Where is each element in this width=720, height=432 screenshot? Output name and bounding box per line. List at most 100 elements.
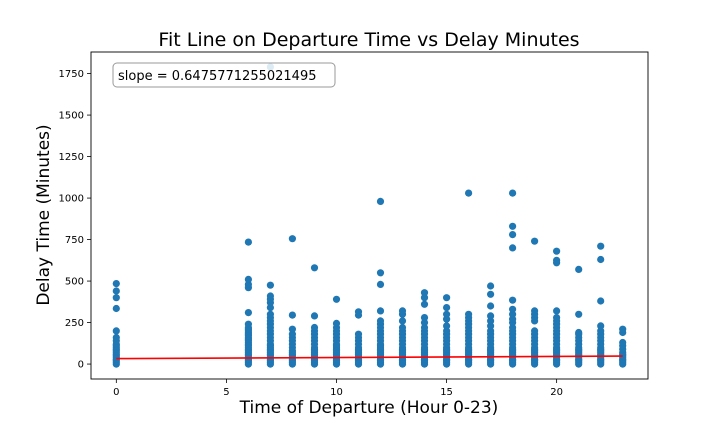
data-point: [597, 242, 605, 250]
x-tick-label: 5: [223, 387, 229, 398]
y-tick-label: 250: [65, 318, 84, 329]
y-tick-label: 750: [65, 235, 84, 246]
data-point: [575, 310, 583, 318]
data-point: [376, 307, 385, 315]
x-axis-ticks: 0 5 10 15 20: [113, 379, 563, 398]
data-point: [266, 310, 274, 318]
data-point: [398, 323, 407, 332]
x-tick-label: 15: [440, 387, 453, 398]
data-point: [553, 307, 561, 315]
data-point: [531, 307, 539, 315]
data-point: [597, 255, 605, 264]
data-point: [112, 280, 120, 288]
data-point: [575, 328, 583, 337]
data-point: [531, 237, 539, 245]
data-point: [112, 304, 120, 313]
data-point: [376, 269, 385, 277]
data-point: [376, 317, 385, 325]
data-point: [398, 317, 407, 325]
data-point: [420, 289, 429, 297]
data-point: [244, 309, 252, 317]
data-point: [487, 322, 495, 330]
data-point: [112, 294, 120, 302]
slope-annotation: slope = 0.6475771255021495: [112, 62, 336, 88]
data-point: [508, 189, 517, 197]
data-point: [244, 320, 252, 328]
x-tick-label: 0: [113, 387, 119, 398]
annotation-box: [112, 62, 336, 88]
data-point: [244, 280, 252, 288]
data-point: [553, 256, 561, 264]
y-tick-label: 1750: [59, 69, 84, 80]
x-axis-label: Time of Departure (Hour 0-23): [239, 398, 499, 418]
data-point: [531, 327, 539, 335]
data-point: [487, 290, 495, 298]
data-point: [332, 319, 341, 327]
data-point: [508, 231, 517, 239]
data-point: [266, 281, 274, 289]
y-tick-label: 1500: [59, 111, 84, 122]
data-point: [619, 338, 627, 347]
data-point: [332, 295, 341, 303]
y-tick-label: 500: [65, 277, 84, 288]
data-point: [487, 317, 495, 325]
y-axis-label: Delay Time (Minutes): [34, 124, 54, 305]
y-axis-ticks: 0 250 500 750 1000 1250 1500 1750: [59, 69, 91, 371]
data-point: [597, 322, 605, 330]
data-point: [575, 265, 583, 273]
data-point: [553, 247, 561, 255]
data-point: [597, 327, 605, 335]
x-tick-label: 10: [330, 387, 343, 398]
data-point: [354, 308, 363, 316]
data-point: [376, 197, 385, 205]
data-point: [465, 189, 473, 197]
data-point: [310, 312, 319, 320]
data-point: [508, 305, 517, 313]
data-point: [244, 275, 252, 283]
data-point: [266, 304, 274, 312]
data-point: [443, 327, 451, 335]
annotation-text: slope = 0.6475771255021495: [118, 69, 317, 84]
data-point: [508, 296, 517, 304]
data-point: [508, 222, 517, 230]
y-tick-label: 1000: [59, 194, 84, 205]
data-point: [508, 310, 517, 318]
data-point: [398, 307, 407, 315]
data-point: [443, 310, 451, 318]
plot-area: [112, 63, 627, 368]
data-point: [443, 322, 451, 330]
data-point: [553, 314, 561, 322]
y-tick-label: 0: [78, 360, 84, 371]
data-point: [288, 311, 296, 319]
data-point: [288, 235, 296, 243]
data-point: [288, 330, 296, 338]
data-point: [310, 323, 319, 332]
data-point: [244, 238, 252, 246]
chart-title: Fit Line on Departure Time vs Delay Minu…: [158, 29, 579, 51]
data-point: [487, 327, 495, 335]
data-point: [487, 312, 495, 320]
x-tick-label: 20: [550, 387, 563, 398]
data-point: [376, 280, 385, 288]
data-point: [420, 300, 429, 308]
data-point: [354, 330, 363, 338]
data-point: [310, 264, 319, 272]
data-point: [420, 319, 429, 327]
axes-frame: [90, 51, 649, 380]
data-point: [443, 304, 451, 312]
data-point: [487, 282, 495, 290]
data-point: [288, 325, 296, 333]
data-point: [420, 294, 429, 302]
data-point: [443, 294, 451, 302]
data-point: [112, 287, 120, 295]
data-point: [112, 327, 120, 335]
data-point: [112, 333, 120, 342]
data-point: [508, 244, 517, 252]
data-point: [597, 297, 605, 305]
data-point: [619, 325, 627, 333]
y-tick-label: 1250: [59, 152, 84, 163]
fit-line: [116, 355, 623, 360]
data-point: [465, 310, 473, 318]
